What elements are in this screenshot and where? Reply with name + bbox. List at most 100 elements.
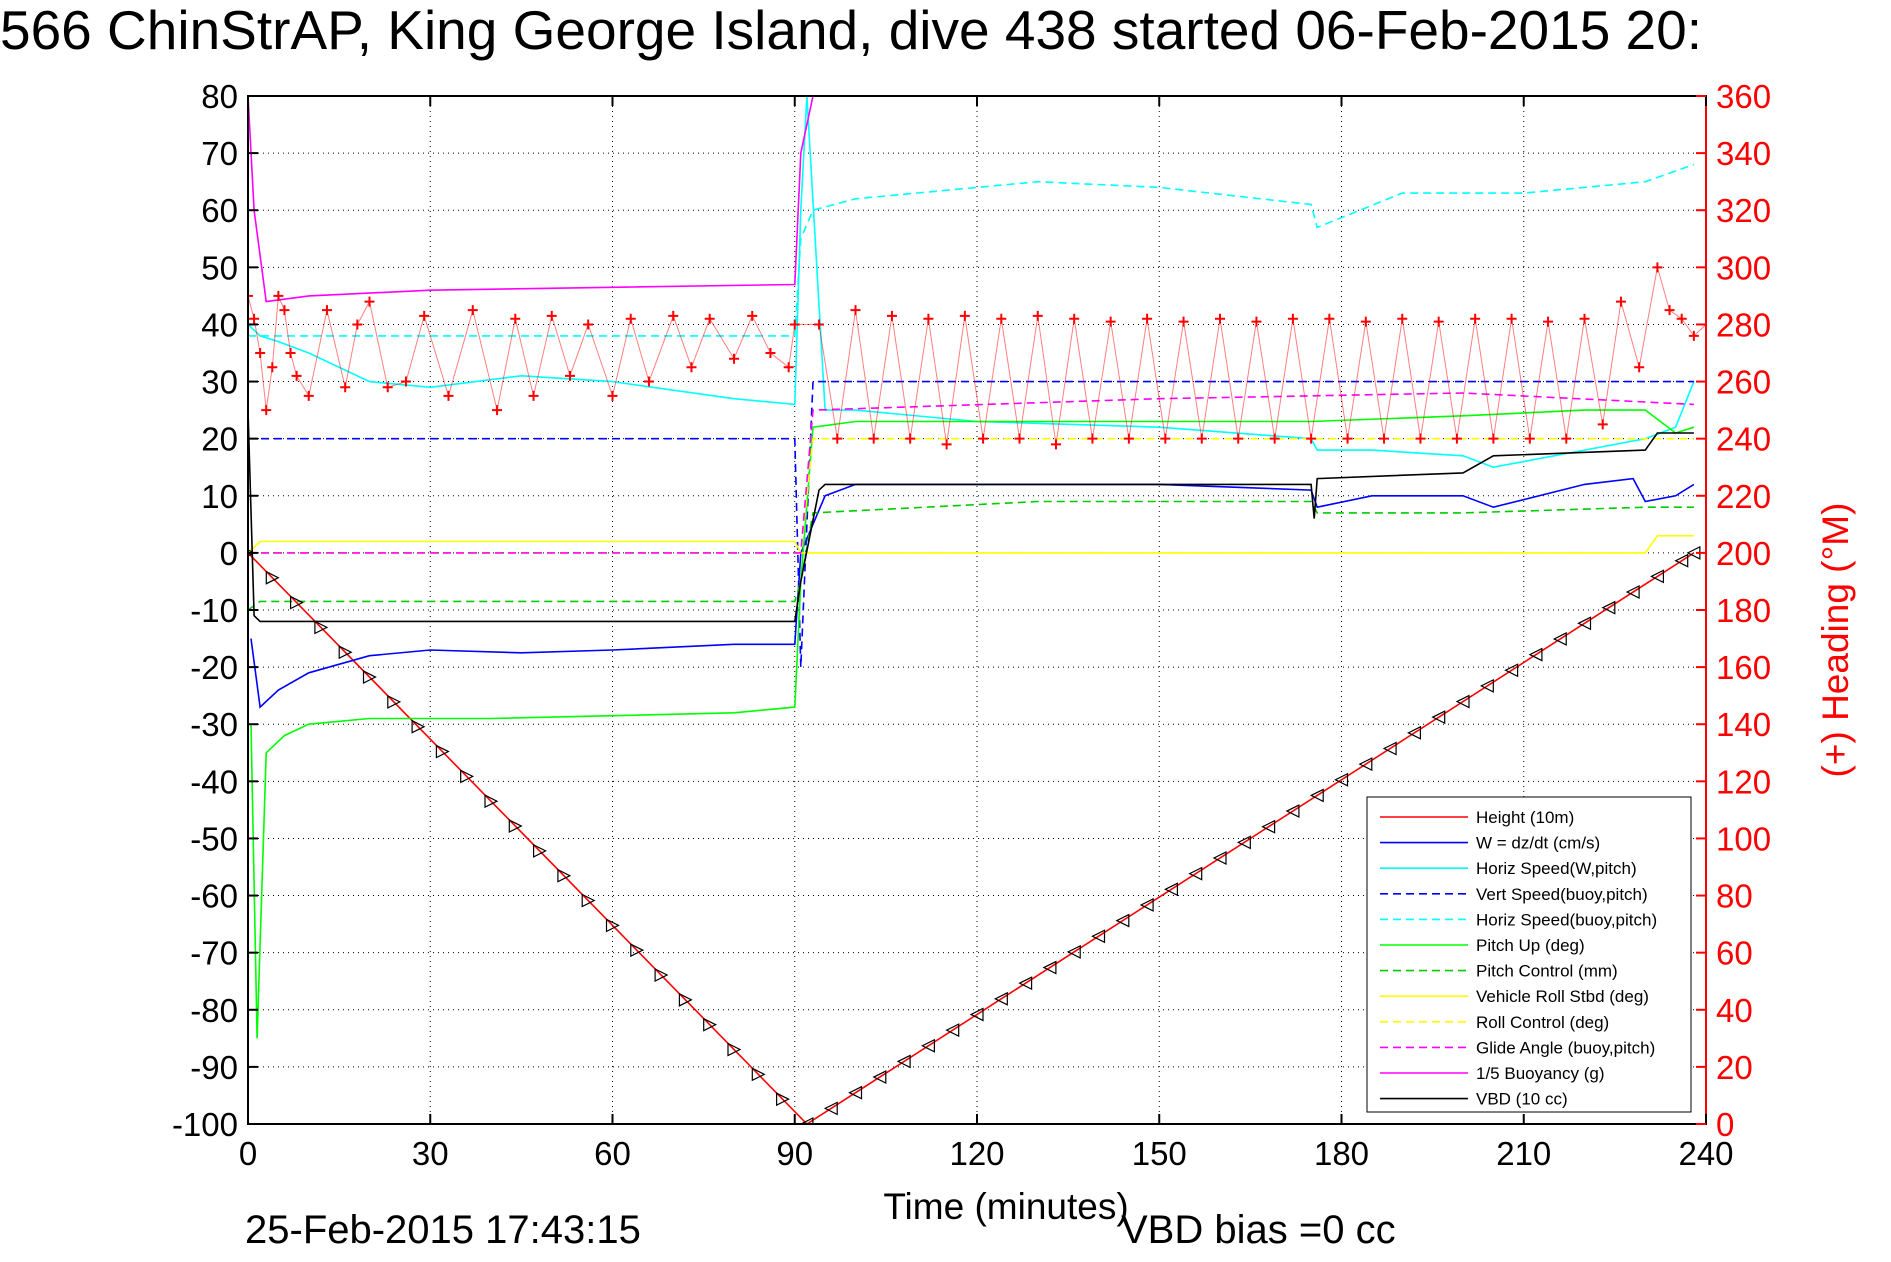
- y-tick-label-left: -50: [190, 820, 238, 857]
- legend: Height (10m) W = dz/dt (cm/s) Horiz Speed(…: [1366, 796, 1692, 1113]
- y-tick-label-left: -40: [190, 763, 238, 800]
- y-tick-label-left: -20: [190, 649, 238, 686]
- y-tick-label-right: 60: [1716, 935, 1753, 972]
- heading-point: [868, 433, 879, 444]
- series-line-1: [250, 477, 1695, 709]
- series-line-0: [248, 552, 1695, 1124]
- height-marker: [1139, 897, 1154, 912]
- heading-point: [467, 305, 478, 316]
- heading-point: [1506, 313, 1517, 324]
- height-marker: [776, 1092, 790, 1107]
- legend-label: VBD (10 cc): [1476, 1090, 1568, 1109]
- x-tick-label: 30: [412, 1135, 449, 1172]
- right-axis-label: (+) Heading (°M): [1815, 503, 1856, 778]
- legend-label: Pitch Up (deg): [1476, 936, 1585, 955]
- heading-point: [583, 319, 594, 330]
- heading-point: [249, 313, 260, 324]
- height-marker: [823, 1101, 838, 1116]
- height-marker: [630, 943, 645, 958]
- height-marker: [1358, 757, 1373, 772]
- heading-point: [1105, 316, 1116, 327]
- y-tick-label-right: 200: [1716, 535, 1771, 572]
- y-tick-label-right: 300: [1716, 249, 1771, 286]
- height-marker: [945, 1023, 960, 1038]
- heading-point: [959, 310, 970, 321]
- heading-point: [905, 433, 916, 444]
- heading-point: [1306, 433, 1317, 444]
- height-marker: [1115, 913, 1130, 928]
- height-marker: [1601, 600, 1616, 615]
- height-marker: [387, 694, 402, 709]
- height-marker: [1431, 710, 1446, 725]
- heading-point: [765, 348, 776, 358]
- height-marker: [460, 769, 475, 784]
- heading-point: [1415, 433, 1426, 444]
- heading-point: [1634, 362, 1645, 373]
- height-marker: [1091, 929, 1106, 944]
- height-marker: [581, 893, 596, 908]
- heading-point: [1561, 433, 1572, 444]
- heading-point: [643, 376, 654, 387]
- y-tick-label-left: -70: [190, 935, 238, 972]
- axis-ticks: 0 30 60 90 120 150 180 210 24080706050403020100-…: [172, 78, 1771, 1172]
- x-tick-label: 180: [1314, 1135, 1369, 1172]
- heading-point: [783, 362, 794, 373]
- heading-point: [1050, 439, 1061, 450]
- y-tick-label-right: 280: [1716, 306, 1771, 343]
- height-marker: [1164, 882, 1178, 897]
- heading-point: [419, 310, 430, 321]
- heading-point: [303, 390, 314, 401]
- y-tick-label-right: 120: [1716, 763, 1771, 800]
- y-tick-label-left: 20: [201, 421, 238, 458]
- y-tick-label-left: 60: [201, 192, 238, 229]
- height-marker: [703, 1017, 718, 1032]
- heading-point: [978, 433, 989, 444]
- height-marker: [508, 819, 523, 833]
- y-tick-label-right: 360: [1716, 78, 1771, 115]
- heading-point: [1269, 433, 1280, 444]
- legend-label: W = dz/dt (cm/s): [1476, 834, 1600, 853]
- heading-point: [668, 310, 679, 321]
- y-tick-label-right: 240: [1716, 421, 1771, 458]
- height-marker: [1455, 694, 1470, 709]
- height-marker: [678, 992, 693, 1007]
- height-marker: [1188, 866, 1203, 881]
- heading-point: [1543, 316, 1554, 327]
- x-tick-label: 120: [949, 1135, 1004, 1172]
- height-marker: [872, 1070, 887, 1085]
- y-tick-label-left: 30: [201, 364, 238, 401]
- y-tick-label-left: 0: [220, 535, 238, 572]
- heading-point: [789, 319, 800, 330]
- y-tick-label-left: -90: [190, 1049, 238, 1086]
- heading-point: [1688, 330, 1699, 341]
- heading-point: [267, 362, 278, 373]
- x-tick-label: 210: [1496, 1135, 1551, 1172]
- x-tick-label: 150: [1132, 1135, 1187, 1172]
- height-marker: [1552, 631, 1567, 646]
- chart-title: 566 ChinStrAP, King George Island, dive …: [0, 0, 1703, 61]
- height-marker: [1407, 725, 1421, 740]
- heading-point: [1142, 313, 1153, 324]
- y-tick-label-right: 80: [1716, 878, 1753, 915]
- heading-point: [1397, 313, 1408, 324]
- height-marker: [533, 843, 547, 858]
- footer-vbd-bias: VBD bias =0 cc: [1121, 1208, 1396, 1252]
- y-tick-label-left: -60: [190, 878, 238, 915]
- heading-trace: [248, 267, 1706, 445]
- series-line-7: [248, 534, 1694, 554]
- heading-point: [747, 310, 758, 321]
- heading-point: [248, 290, 253, 301]
- footer-date: 25-Feb-2015 17:43:15: [245, 1208, 641, 1252]
- x-tick-label: 60: [594, 1135, 631, 1172]
- y-tick-label-left: -100: [172, 1106, 238, 1143]
- height-marker: [1504, 663, 1519, 678]
- height-marker: [1625, 585, 1640, 599]
- height-marker: [1212, 851, 1227, 865]
- height-marker: [1334, 772, 1349, 787]
- height-marker: [265, 570, 280, 585]
- height-marker: [1382, 741, 1397, 756]
- heading-point: [564, 370, 575, 381]
- height-marker: [896, 1054, 911, 1069]
- height-marker: [1261, 819, 1276, 834]
- legend-box: [1366, 796, 1692, 1113]
